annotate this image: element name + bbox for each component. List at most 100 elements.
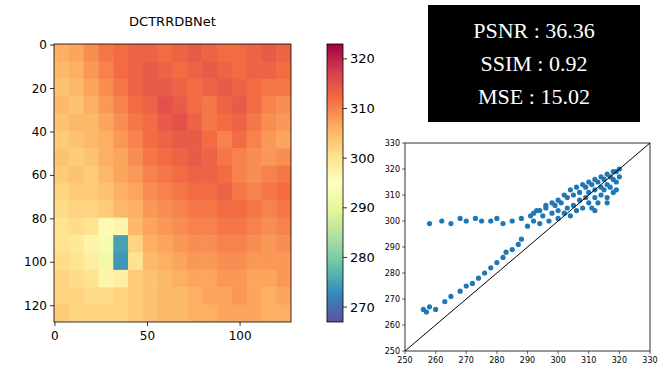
heatmap-cell	[187, 287, 202, 305]
heatmap-cell	[217, 218, 232, 236]
scatter-point	[598, 192, 603, 197]
heatmap-cell	[187, 79, 202, 97]
heatmap-cell	[128, 166, 143, 184]
heatmap-cell	[84, 96, 99, 114]
scatter-point	[525, 224, 530, 229]
heatmap-cell	[158, 61, 173, 79]
heatmap-cell	[113, 235, 128, 253]
heatmap-cell	[143, 200, 158, 218]
heatmap-cell	[173, 79, 188, 97]
heatmap-cell	[158, 114, 173, 132]
x-tick	[466, 351, 467, 354]
scatter-point	[510, 218, 515, 223]
y-tick-label: 280	[385, 269, 400, 278]
heatmap-cell	[276, 305, 291, 322]
heatmap-cell	[232, 253, 247, 271]
heatmap-cell	[202, 218, 217, 236]
heatmap-cell	[98, 305, 113, 322]
heatmap-cell	[69, 305, 84, 322]
heatmap-cell	[187, 270, 202, 288]
heatmap-cell	[98, 235, 113, 253]
heatmap-cell	[232, 79, 247, 97]
heatmap-cell	[217, 44, 232, 62]
heatmap-cell	[232, 61, 247, 79]
heatmap-cell	[187, 61, 202, 79]
heatmap-cell	[276, 270, 291, 288]
heatmap-cell	[54, 253, 69, 271]
heatmap-cell	[54, 61, 69, 79]
heatmap-cell	[173, 44, 188, 62]
x-tick-label: 280	[489, 356, 504, 365]
heatmap-cell	[54, 200, 69, 218]
heatmap-cell	[158, 287, 173, 305]
heatmap-cell	[261, 44, 276, 62]
scatter-point	[494, 260, 499, 265]
heatmap-cell	[232, 270, 247, 288]
scatter-point	[448, 221, 453, 226]
heatmap-cell	[217, 96, 232, 114]
heatmap-cell	[69, 287, 84, 305]
heatmap-cell	[158, 305, 173, 322]
heatmap-cell	[128, 218, 143, 236]
y-tick-label: 0	[39, 38, 47, 52]
heatmap-cell	[232, 148, 247, 166]
heatmap-cell	[158, 200, 173, 218]
scatter-point	[433, 307, 438, 312]
heatmap-cell	[217, 79, 232, 97]
scatter-point	[617, 174, 622, 179]
heatmap-cell	[98, 114, 113, 132]
x-tick-label: 250	[397, 356, 412, 365]
heatmap-cell	[217, 287, 232, 305]
heatmap-cell	[69, 270, 84, 288]
scatter-point	[595, 200, 600, 205]
heatmap-cell	[202, 200, 217, 218]
heatmap-cell	[54, 287, 69, 305]
scatter-point	[503, 250, 508, 255]
colorbar	[327, 44, 343, 322]
heatmap-cell	[217, 200, 232, 218]
heatmap-cell	[84, 183, 99, 201]
scatter-point	[470, 281, 475, 286]
scatter-point	[427, 304, 432, 309]
scatter-point	[571, 203, 576, 208]
heatmap-cell	[143, 218, 158, 236]
scatter-point	[488, 265, 493, 270]
y-tick	[50, 305, 54, 306]
x-tick-label: 50	[140, 329, 155, 343]
colorbar-tick	[343, 108, 347, 109]
x-tick-label: 290	[520, 356, 535, 365]
heatmap-cell	[143, 270, 158, 288]
scatter-point	[586, 200, 591, 205]
heatmap-cell	[247, 287, 262, 305]
scatter-point	[531, 218, 536, 223]
heatmap-cell	[98, 253, 113, 271]
heatmap-cell	[187, 253, 202, 271]
heatmap-cell	[276, 200, 291, 218]
heatmap-cell	[143, 183, 158, 201]
heatmap-cell	[69, 253, 84, 271]
scatter-point	[605, 195, 610, 200]
scatter-point	[577, 190, 582, 195]
heatmap-cell	[217, 183, 232, 201]
scatter-point	[458, 216, 463, 221]
heatmap-cell	[54, 148, 69, 166]
heatmap-cell	[202, 79, 217, 97]
heatmap-cell	[187, 235, 202, 253]
scatter-point	[574, 208, 579, 213]
heatmap-cell	[98, 96, 113, 114]
heatmap-cell	[187, 200, 202, 218]
heatmap-cell	[261, 96, 276, 114]
heatmap-cell	[84, 200, 99, 218]
scatter-point	[605, 200, 610, 205]
heatmap-cell	[54, 44, 69, 62]
heatmap-cells	[54, 44, 291, 322]
heatmap-cell	[276, 183, 291, 201]
y-tick	[402, 299, 405, 300]
heatmap-cell	[261, 235, 276, 253]
heatmap-cell	[232, 218, 247, 236]
heatmap-cell	[232, 183, 247, 201]
heatmap-cell	[217, 61, 232, 79]
heatmap-cell	[173, 166, 188, 184]
y-tick	[402, 195, 405, 196]
scatter-point	[537, 208, 542, 213]
